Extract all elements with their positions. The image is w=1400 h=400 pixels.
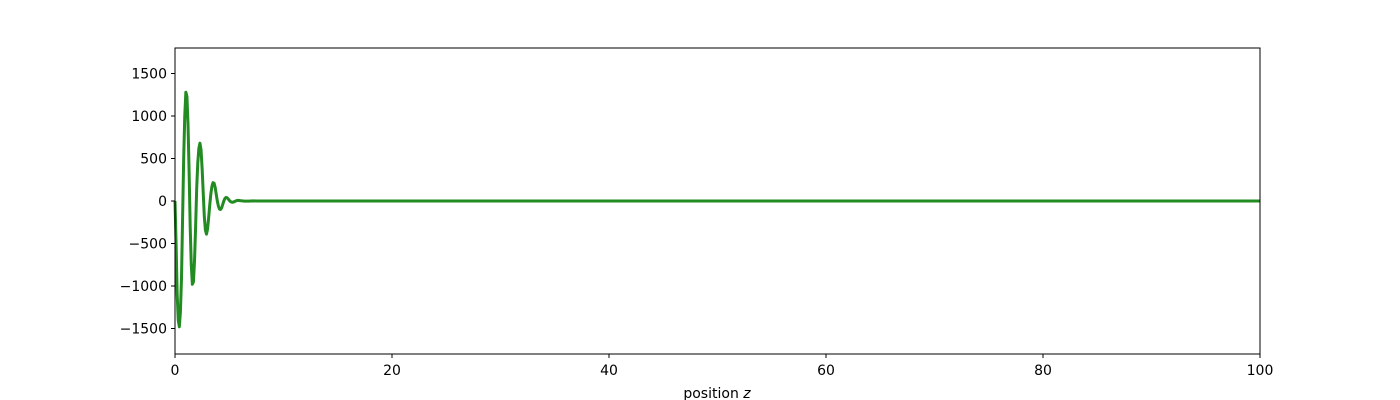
series-line: [173, 90, 1260, 329]
y-tick-label: 1500: [131, 67, 167, 83]
x-tick-label: 80: [1034, 363, 1052, 379]
x-axis-label: position z: [683, 386, 751, 400]
y-tick-label: 1000: [131, 109, 167, 125]
y-tick-label: −1500: [120, 322, 167, 338]
x-tick-label: 40: [600, 363, 618, 379]
y-tick-label: −1000: [120, 279, 167, 295]
x-tick-label: 60: [817, 363, 835, 379]
y-tick-label: −500: [129, 237, 167, 253]
x-tick-label: 20: [383, 363, 401, 379]
x-tick-label: 0: [171, 363, 180, 379]
x-axis-ticks: 0 20 40 60 80 100: [171, 354, 1274, 379]
x-tick-label: 100: [1247, 363, 1274, 379]
y-tick-label: 500: [140, 152, 167, 168]
x-axis-label-variable: z: [742, 386, 751, 400]
series-layer: [173, 90, 1260, 329]
y-axis-ticks: −1500 −1000 −500 0 500 1000 1500: [120, 67, 175, 338]
y-tick-label: 0: [158, 194, 167, 210]
